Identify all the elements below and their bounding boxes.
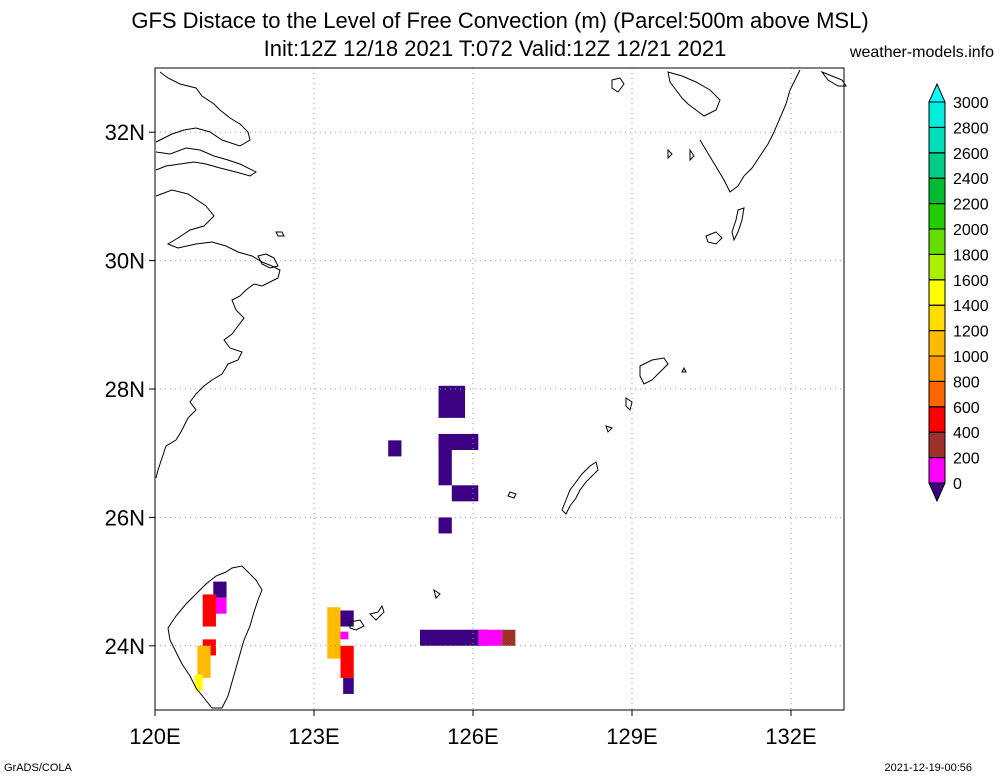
island-small-3: [625, 397, 633, 411]
island-small-8: [667, 148, 673, 160]
island-small-7: [611, 77, 625, 93]
colorbar-label: 2800: [953, 120, 989, 137]
coastline-china-south: [155, 189, 281, 479]
shaded-cell-6: [420, 629, 489, 646]
lon-tick-label: 123E: [288, 724, 339, 749]
grid-layer: [154, 68, 844, 710]
island-small-1: [275, 231, 285, 237]
island-small-5: [681, 366, 687, 373]
coastline-yangtze: [155, 147, 257, 177]
island-tanegashima: [731, 207, 745, 242]
colorbar-swatch: [928, 152, 946, 179]
colorbar-swatch: [928, 355, 946, 382]
colorbar-arrow-low: [928, 482, 946, 503]
lon-tick-label: 132E: [765, 724, 816, 749]
coastline-kyushu-south: [699, 69, 801, 193]
colorbar-label: 800: [953, 374, 980, 391]
colorbar-swatch: [928, 431, 946, 459]
colorbar-arrow-high: [928, 82, 946, 103]
shaded-cell-10: [340, 631, 349, 640]
shaded-cell-16: [194, 674, 203, 691]
coastline-kyushu: [667, 71, 721, 117]
colorbar-swatch: [928, 203, 946, 230]
colorbar-label: 3000: [953, 95, 989, 112]
shaded-cell-5: [451, 485, 479, 502]
colorbar-label: 1400: [953, 298, 989, 315]
lon-tick-label: 129E: [606, 724, 657, 749]
island-small-9: [689, 148, 695, 162]
colorbar-swatch: [928, 228, 946, 255]
colorbar-label: 2000: [953, 222, 989, 239]
colorbar-label: 600: [953, 400, 980, 417]
lat-tick-label: 28N: [105, 377, 145, 402]
colorbar-swatch: [928, 253, 946, 281]
lon-tick-label: 126E: [447, 724, 498, 749]
colorbar-label: 1200: [953, 324, 989, 341]
colorbar-swatch: [928, 177, 946, 205]
colorbar-label: 2600: [953, 146, 989, 163]
colorbar-label: 2200: [953, 197, 989, 214]
colorbar-label: 0: [953, 476, 962, 493]
island-amami: [639, 357, 669, 385]
colorbar-swatch: [928, 457, 946, 484]
colorbar-swatch: [928, 380, 946, 408]
shaded-cell-0: [438, 385, 466, 418]
shaded-cell-8: [502, 629, 516, 646]
island-okinawa: [561, 461, 599, 515]
shaded-cell-19: [343, 677, 354, 694]
shaded-cell-15: [197, 645, 211, 678]
lat-tick-label: 24N: [105, 634, 145, 659]
colorbar-swatch: [928, 406, 946, 433]
timestamp: 2021-12-19-00:56: [884, 762, 972, 774]
island-small-6: [433, 588, 441, 599]
shading-layer: [194, 385, 516, 694]
shaded-cell-17: [327, 607, 341, 659]
island-small-2: [507, 491, 517, 499]
island-small-10: [820, 70, 847, 87]
colorbar-swatch: [928, 279, 946, 306]
axis-ticks: 120E 123E 126E 129E 132E 24N 26N 28N 30N 32N: [105, 120, 817, 749]
software-credit: GrADS/COLA: [4, 762, 72, 774]
lat-tick-label: 26N: [105, 505, 145, 530]
shaded-cell-7: [478, 629, 503, 646]
chart-subtitle: Init:12Z 12/18 2021 T:072 Valid:12Z 12/2…: [263, 36, 727, 61]
shaded-cell-13: [202, 594, 216, 627]
colorbar-swatch: [928, 101, 946, 128]
coastline-china: [155, 71, 251, 147]
colorbar-label: 1800: [953, 247, 989, 264]
colorbar-label: 400: [953, 425, 980, 442]
colorbar-swatch: [928, 330, 946, 357]
island-ishigaki: [369, 604, 385, 621]
chart-title: GFS Distace to the Level of Free Convect…: [131, 8, 869, 33]
site-label[interactable]: weather-models.info: [849, 44, 994, 61]
lon-tick-label: 120E: [129, 724, 180, 749]
shaded-cell-4: [438, 517, 452, 534]
colorbar: 0 200 400 600 800 1000 1200 1400 1600 1800 2000 220…: [928, 82, 989, 503]
island-miyako: [349, 619, 365, 631]
shaded-cell-11: [213, 581, 227, 598]
shaded-cell-12: [215, 597, 227, 614]
island-zhoushan: [257, 253, 279, 269]
shaded-cell-2: [388, 440, 402, 457]
coastline-layer: [155, 69, 847, 709]
colorbar-label: 1000: [953, 349, 989, 366]
colorbar-label: 1600: [953, 273, 989, 290]
colorbar-label: 200: [953, 451, 980, 468]
colorbar-swatch: [928, 126, 946, 154]
shaded-cell-3: [438, 437, 452, 486]
coastline-taiwan: [167, 565, 263, 709]
lat-tick-label: 32N: [105, 120, 145, 145]
colorbar-swatch: [928, 304, 946, 332]
shaded-cell-18: [340, 645, 354, 678]
colorbar-label: 2400: [953, 171, 989, 188]
lat-tick-label: 30N: [105, 249, 145, 274]
island-yakushima: [705, 231, 723, 245]
shaded-cell-9: [340, 610, 354, 627]
island-small-4: [605, 425, 613, 433]
